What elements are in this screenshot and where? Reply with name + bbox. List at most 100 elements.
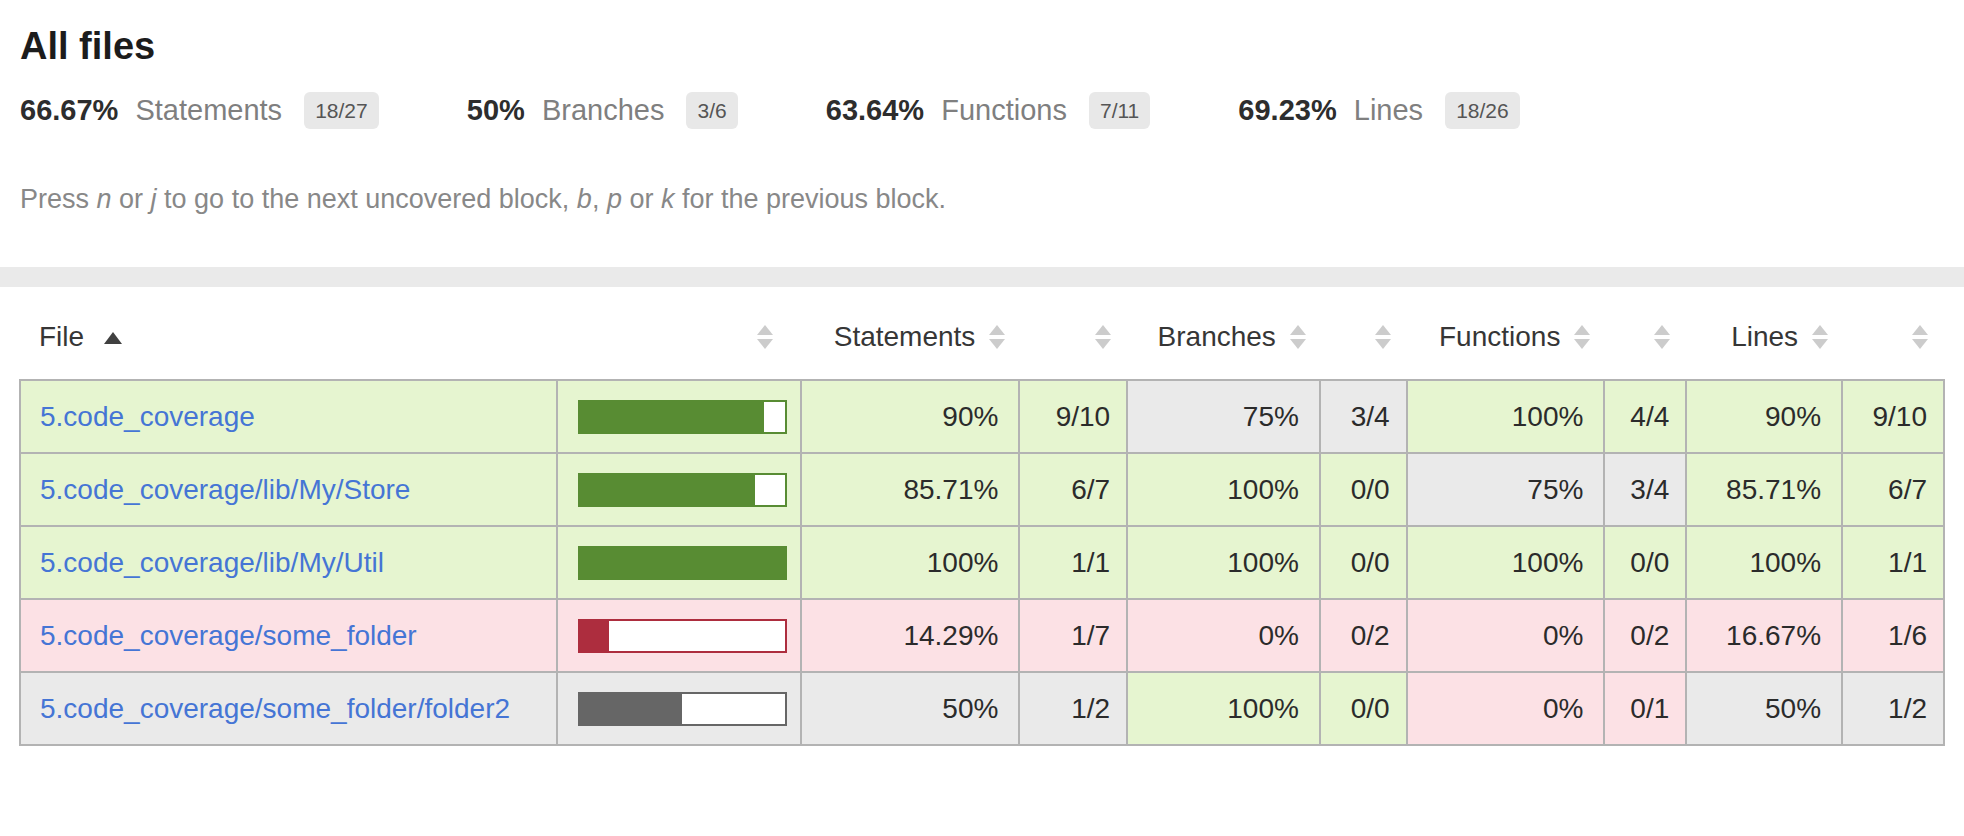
file-cell: 5.code_coverage/lib/My/Util [20, 526, 557, 599]
functions-pct-cell: 0% [1407, 599, 1605, 672]
statements-fraction-cell: 9/10 [1019, 380, 1127, 453]
coverage-bar-cell [557, 453, 801, 526]
functions-pct-cell: 75% [1407, 453, 1605, 526]
file-link[interactable]: 5.code_coverage/some_folder [40, 620, 417, 651]
sorter-icon [1095, 324, 1111, 350]
hint-key-n: n [97, 184, 112, 214]
coverage-table-wrap: File Statements Branches Functions Lines… [0, 287, 1964, 746]
lines-fraction-cell: 1/6 [1842, 599, 1944, 672]
sorter-icon [1375, 324, 1391, 350]
hint-key-b: b [577, 184, 592, 214]
coverage-bar-fill [580, 621, 609, 651]
lines-pct-cell: 16.67% [1686, 599, 1842, 672]
coverage-bar-empty [609, 621, 785, 651]
file-link[interactable]: 5.code_coverage/lib/My/Util [40, 547, 384, 578]
hint-text: or [622, 184, 661, 214]
column-header-functions-raw[interactable] [1604, 287, 1686, 380]
stat-branches-label: Branches [542, 94, 665, 126]
branches-pct-cell: 100% [1127, 672, 1320, 745]
table-row: 5.code_coverage/some_folder14.29%1/70%0/… [20, 599, 1944, 672]
column-header-statements[interactable]: Statements [801, 287, 1020, 380]
coverage-bar [578, 546, 787, 580]
coverage-table: File Statements Branches Functions Lines… [19, 287, 1945, 746]
lines-pct-cell: 50% [1686, 672, 1842, 745]
coverage-bar-cell [557, 599, 801, 672]
file-link[interactable]: 5.code_coverage/lib/My/Store [40, 474, 410, 505]
column-header-branches-label: Branches [1158, 321, 1276, 352]
statements-pct-cell: 50% [801, 672, 1020, 745]
stat-statements-label: Statements [135, 94, 282, 126]
coverage-status-line [0, 267, 1964, 287]
sorter-icon [757, 324, 773, 350]
stat-statements-pct: 66.67% [20, 94, 118, 126]
coverage-bar-empty [764, 402, 785, 432]
lines-pct-cell: 100% [1686, 526, 1842, 599]
coverage-bar [578, 619, 787, 653]
functions-pct-cell: 100% [1407, 526, 1605, 599]
stat-lines: 69.23% Lines 18/26 [1238, 90, 1519, 130]
stat-statements: 66.67% Statements 18/27 [20, 90, 379, 130]
branches-pct-cell: 100% [1127, 526, 1320, 599]
branches-fraction-cell: 0/0 [1320, 526, 1407, 599]
column-header-functions[interactable]: Functions [1407, 287, 1605, 380]
stat-functions-pct: 63.64% [826, 94, 924, 126]
stat-lines-pct: 69.23% [1238, 94, 1336, 126]
lines-fraction-cell: 1/2 [1842, 672, 1944, 745]
stat-functions-label: Functions [941, 94, 1067, 126]
stat-statements-fraction: 18/27 [304, 92, 379, 129]
coverage-bar-cell [557, 526, 801, 599]
coverage-bar-empty [755, 475, 784, 505]
file-cell: 5.code_coverage/some_folder/folder2 [20, 672, 557, 745]
branches-fraction-cell: 0/0 [1320, 453, 1407, 526]
sorter-icon [1574, 324, 1590, 350]
statements-pct-cell: 14.29% [801, 599, 1020, 672]
column-header-chart[interactable] [557, 287, 801, 380]
summary-stats: 66.67% Statements 18/27 50% Branches 3/6… [20, 90, 1944, 130]
stat-branches-fraction: 3/6 [686, 92, 737, 129]
file-cell: 5.code_coverage/some_folder [20, 599, 557, 672]
coverage-bar [578, 400, 787, 434]
column-header-lines[interactable]: Lines [1686, 287, 1842, 380]
hint-text: , [592, 184, 607, 214]
table-row: 5.code_coverage/lib/My/Store85.71%6/7100… [20, 453, 1944, 526]
branches-pct-cell: 75% [1127, 380, 1320, 453]
report-header: All files 66.67% Statements 18/27 50% Br… [0, 0, 1964, 215]
coverage-bar-cell [557, 380, 801, 453]
column-header-branches-raw[interactable] [1320, 287, 1407, 380]
column-header-file[interactable]: File [20, 287, 557, 380]
hint-text: to go to the next uncovered block, [157, 184, 577, 214]
sorter-icon [1912, 324, 1928, 350]
functions-pct-cell: 100% [1407, 380, 1605, 453]
coverage-bar-cell [557, 672, 801, 745]
sorter-icon [1654, 324, 1670, 350]
stat-functions-fraction: 7/11 [1089, 92, 1150, 129]
page-title: All files [20, 24, 1944, 68]
branches-pct-cell: 100% [1127, 453, 1320, 526]
functions-fraction-cell: 3/4 [1604, 453, 1686, 526]
coverage-bar-fill [580, 694, 683, 724]
column-header-lines-raw[interactable] [1842, 287, 1944, 380]
file-link[interactable]: 5.code_coverage/some_folder/folder2 [40, 693, 510, 724]
table-header-row: File Statements Branches Functions Lines [20, 287, 1944, 380]
file-link[interactable]: 5.code_coverage [40, 401, 255, 432]
lines-fraction-cell: 6/7 [1842, 453, 1944, 526]
statements-pct-cell: 90% [801, 380, 1020, 453]
functions-fraction-cell: 0/0 [1604, 526, 1686, 599]
stat-lines-label: Lines [1354, 94, 1423, 126]
column-header-statements-label: Statements [834, 321, 976, 352]
column-header-lines-label: Lines [1731, 321, 1798, 352]
keyboard-hint: Press n or j to go to the next uncovered… [20, 184, 1944, 215]
column-header-branches[interactable]: Branches [1127, 287, 1320, 380]
hint-text: or [112, 184, 151, 214]
coverage-bar [578, 692, 787, 726]
statements-fraction-cell: 6/7 [1019, 453, 1127, 526]
coverage-bar-fill [580, 475, 756, 505]
coverage-bar-empty [682, 694, 785, 724]
hint-text: Press [20, 184, 97, 214]
sort-ascending-icon [104, 332, 122, 344]
lines-pct-cell: 90% [1686, 380, 1842, 453]
stat-branches-pct: 50% [467, 94, 525, 126]
column-header-statements-raw[interactable] [1019, 287, 1127, 380]
table-row: 5.code_coverage/some_folder/folder250%1/… [20, 672, 1944, 745]
branches-fraction-cell: 0/2 [1320, 599, 1407, 672]
